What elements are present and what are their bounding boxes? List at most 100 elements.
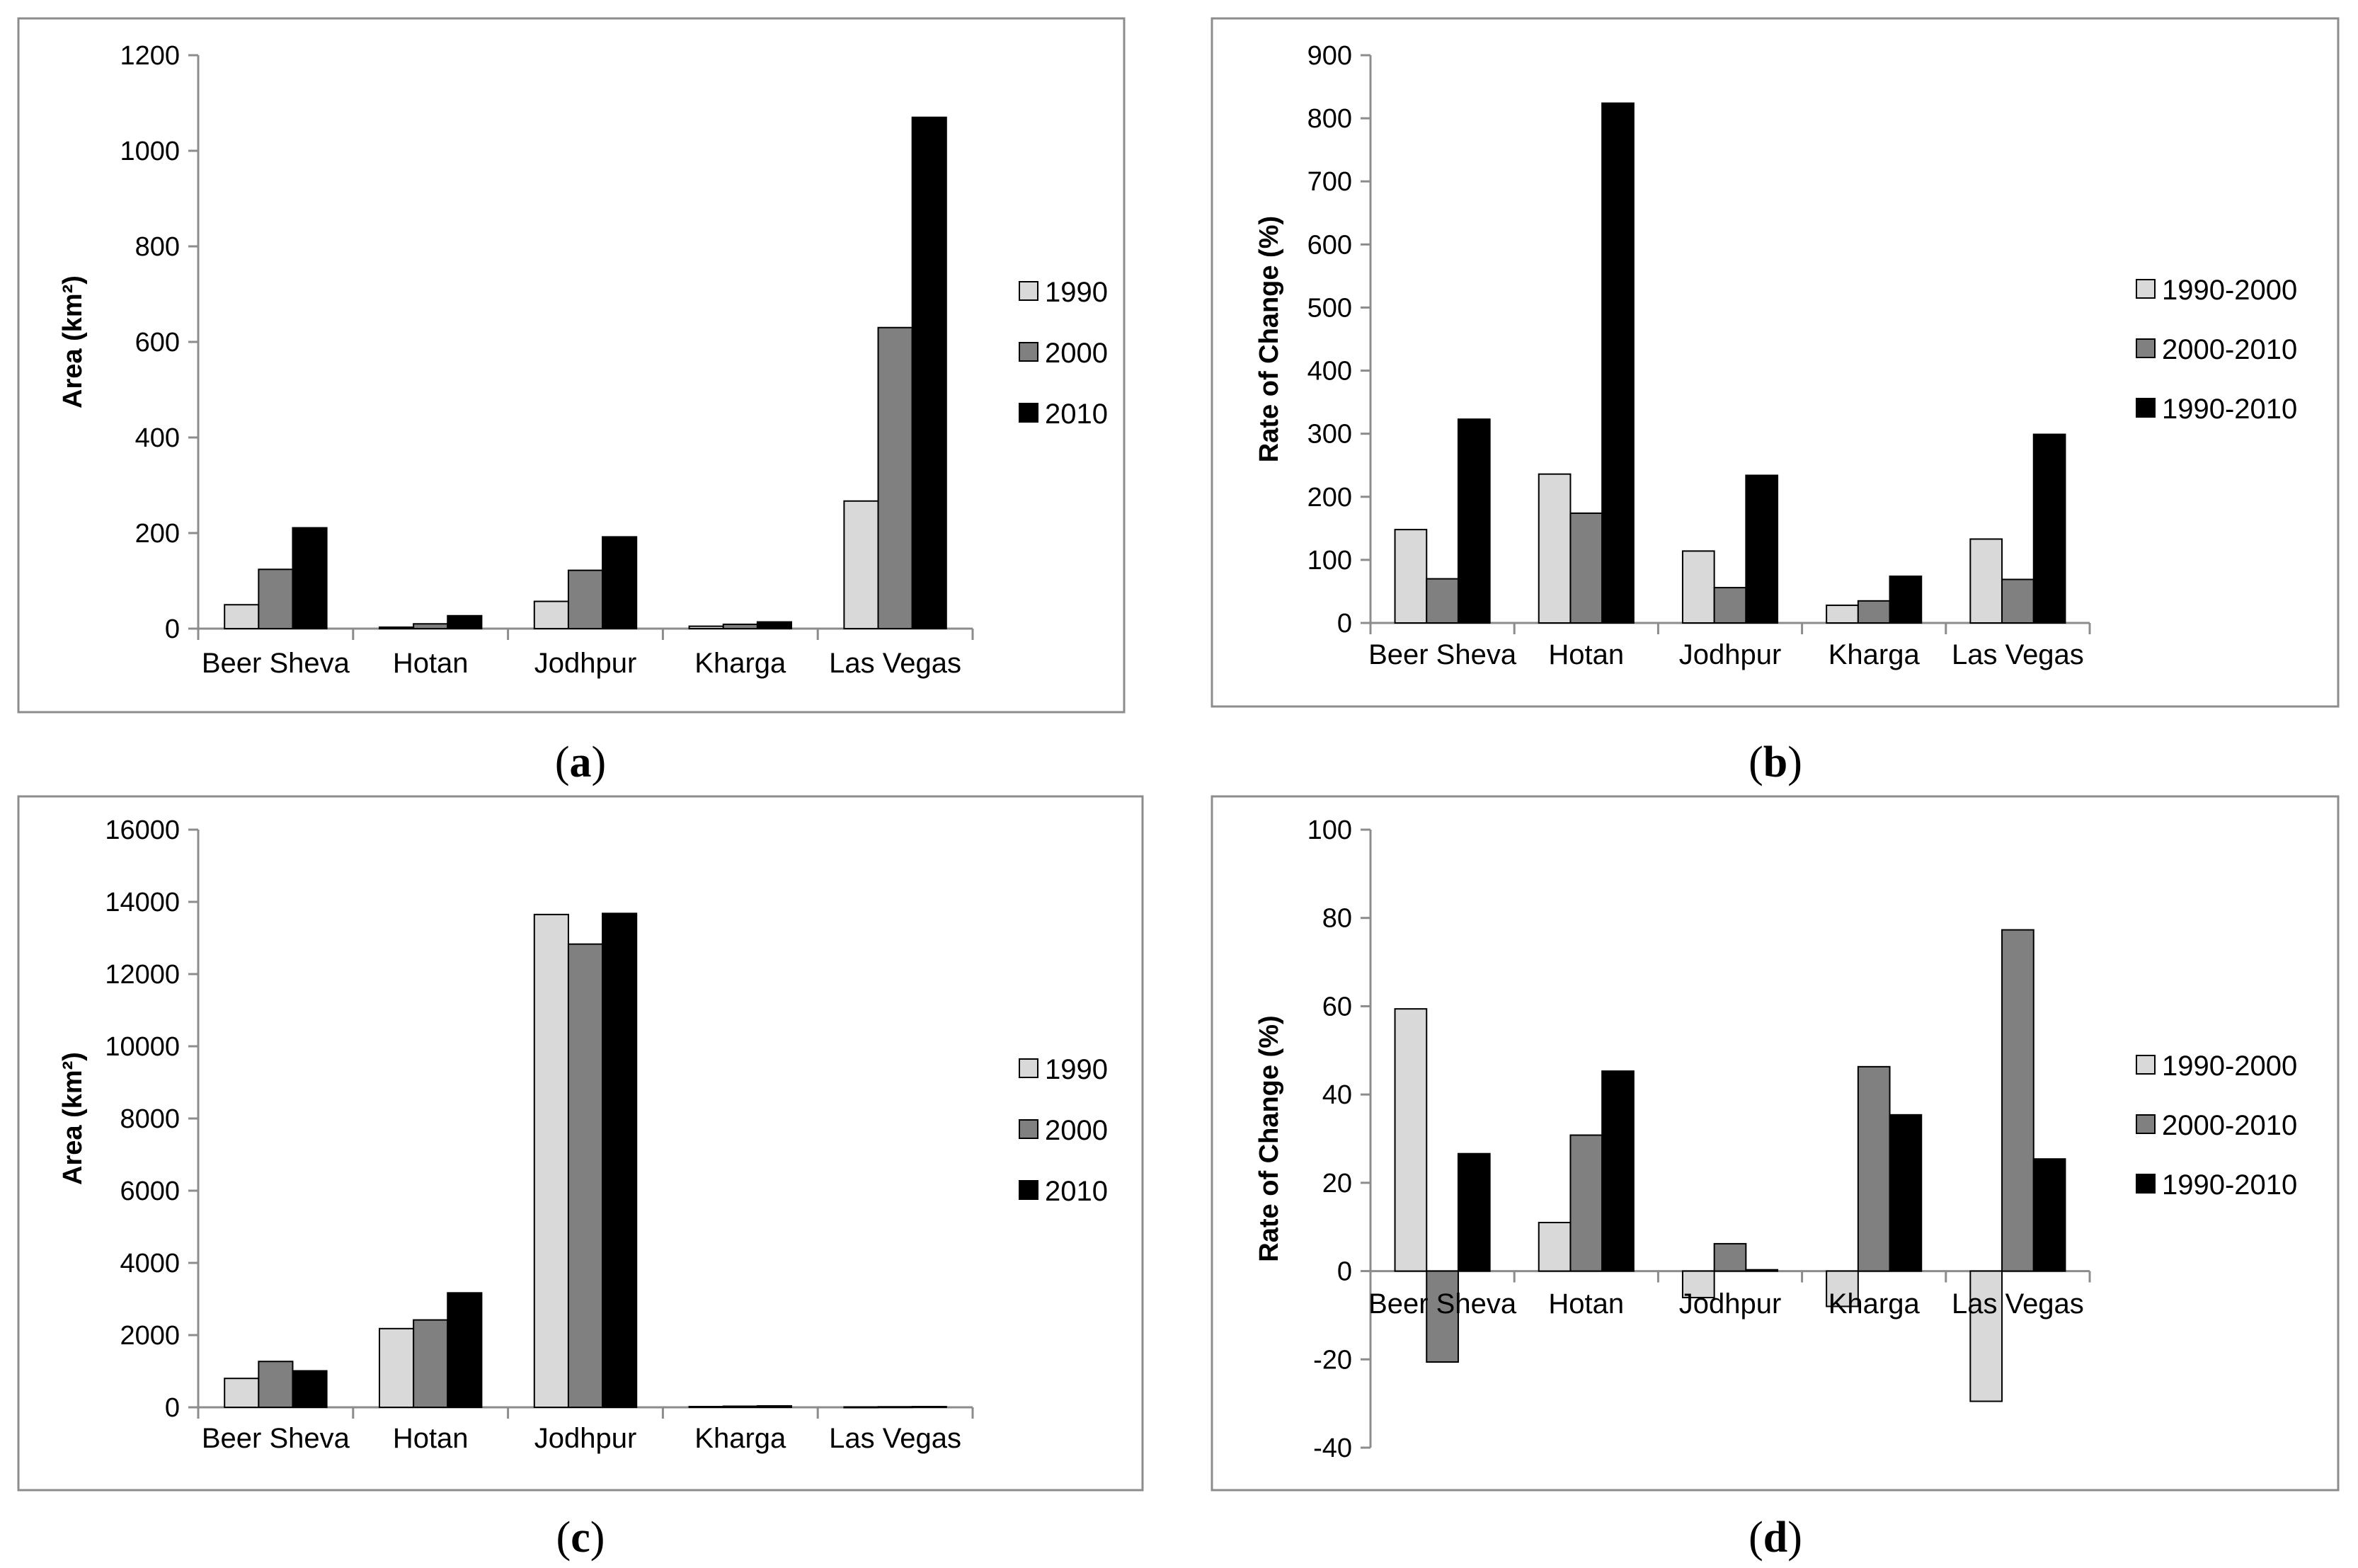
- legend-label: 2010: [1045, 399, 1108, 430]
- panel-caption: (b): [1749, 738, 1802, 786]
- x-category-label: Las Vegas: [829, 648, 961, 679]
- x-category-label: Kharga: [694, 1423, 786, 1454]
- bar-a-2010-beer-sheva: [292, 527, 328, 630]
- y-tick-label: 1000: [120, 137, 180, 166]
- x-category-label: Beer Sheva: [1368, 1288, 1517, 1320]
- x-category-label: Las Vegas: [1952, 639, 2084, 670]
- y-tick-label: 2000: [120, 1321, 180, 1351]
- legend-label: 1990-2000: [2162, 1051, 2297, 1082]
- legend-label: 2000: [1045, 1115, 1108, 1146]
- y-tick-label: 0: [165, 614, 180, 644]
- panel-frame: [17, 17, 1126, 714]
- bar-d-2000-2010-beer-sheva: [1426, 1270, 1459, 1363]
- bar-b-2000-2010-hotan: [1569, 512, 1603, 624]
- y-tick-label: 12000: [105, 960, 180, 990]
- bar-b-1990-2000-beer-sheva: [1394, 529, 1428, 624]
- y-axis-title: Area (km²): [58, 1052, 88, 1185]
- bar-d-2000-2010-las-vegas: [2001, 929, 2034, 1272]
- y-axis-title: Area (km²): [58, 275, 88, 408]
- bar-c-1990-hotan: [378, 1327, 415, 1408]
- bar-a-1990-kharga: [688, 625, 724, 629]
- y-tick-label: 0: [165, 1393, 180, 1423]
- bar-c-2000-hotan: [413, 1319, 449, 1408]
- y-tick-label: 6000: [120, 1177, 180, 1206]
- legend-swatch: [1019, 1119, 1038, 1139]
- bar-d-1990-2010-beer-sheva: [1457, 1152, 1491, 1272]
- bar-d-1990-2000-hotan: [1538, 1221, 1572, 1272]
- x-category-label: Kharga: [1828, 1288, 1921, 1320]
- bar-b-1990-2000-las-vegas: [1969, 538, 2003, 624]
- x-category-label: Las Vegas: [1952, 1288, 2084, 1320]
- x-category-label: Las Vegas: [829, 1423, 961, 1454]
- y-tick-label: -40: [1313, 1433, 1352, 1463]
- legend-swatch: [2136, 1174, 2156, 1194]
- y-tick-label: 60: [1322, 992, 1352, 1022]
- bar-a-2010-hotan: [447, 614, 483, 630]
- legend-swatch: [2136, 1114, 2156, 1134]
- legend-swatch: [1019, 342, 1038, 362]
- x-category-label: Jodhpur: [1679, 639, 1782, 670]
- bar-b-2000-2010-beer-sheva: [1426, 578, 1459, 624]
- y-tick-label: -20: [1313, 1345, 1352, 1375]
- y-tick-label: 20: [1322, 1169, 1352, 1198]
- panel-frame: [1211, 795, 2340, 1492]
- y-tick-label: 800: [135, 232, 180, 262]
- legend-label: 1990-2010: [2162, 1169, 2297, 1201]
- legend-swatch: [2136, 279, 2156, 299]
- panel-frame: [1211, 17, 2340, 708]
- legend-swatch: [1019, 1180, 1038, 1200]
- bar-a-2000-kharga: [722, 623, 758, 629]
- x-category-label: Hotan: [1548, 1288, 1624, 1320]
- bar-d-1990-2000-beer-sheva: [1394, 1008, 1428, 1272]
- bar-a-2000-jodhpur: [567, 569, 604, 630]
- panel-a: 0 200 400 600 800 1000 1200 Beer Sheva Hotan Jodh…: [17, 17, 1126, 786]
- panel-caption: (c): [556, 1513, 605, 1562]
- x-category-label: Beer Sheva: [202, 1423, 350, 1454]
- y-tick-label: 500: [1307, 293, 1352, 323]
- x-category-label: Kharga: [1828, 639, 1921, 670]
- x-category-label: Jodhpur: [534, 1423, 637, 1454]
- y-tick-label: 800: [1307, 104, 1352, 134]
- legend-label: 2000-2010: [2162, 334, 2297, 365]
- y-tick-label: 1200: [120, 41, 180, 71]
- bar-c-2010-hotan: [447, 1292, 483, 1408]
- bar-a-1990-jodhpur: [533, 600, 569, 630]
- bar-a-2010-jodhpur: [602, 536, 638, 630]
- bar-c-2010-kharga: [756, 1404, 793, 1408]
- bar-d-1990-2010-las-vegas: [2032, 1158, 2066, 1272]
- bar-b-1990-2000-kharga: [1826, 605, 1859, 624]
- bar-a-1990-hotan: [378, 626, 415, 629]
- bar-c-2010-jodhpur: [602, 912, 638, 1408]
- bar-d-2000-2010-jodhpur: [1713, 1242, 1747, 1272]
- bar-a-2010-kharga: [756, 621, 793, 629]
- y-tick-label: 900: [1307, 41, 1352, 71]
- legend-label: 2000: [1045, 338, 1108, 369]
- x-category-label: Beer Sheva: [202, 648, 350, 679]
- bar-a-1990-las-vegas: [843, 500, 879, 630]
- panel-caption: (d): [1749, 1513, 1802, 1562]
- y-tick-label: 4000: [120, 1249, 180, 1278]
- legend-label: 2000-2010: [2162, 1110, 2297, 1141]
- bar-a-1990-beer-sheva: [224, 604, 260, 629]
- x-category-label: Hotan: [393, 648, 469, 679]
- bar-b-2000-2010-jodhpur: [1713, 587, 1747, 624]
- bar-c-1990-jodhpur: [533, 913, 569, 1408]
- x-category-label: Kharga: [694, 648, 786, 679]
- bar-a-2010-las-vegas: [911, 116, 947, 629]
- legend-swatch: [1019, 281, 1038, 301]
- legend-swatch: [2136, 398, 2156, 418]
- panel-c: 0 2000 4000 6000 8000 10000 12000 14000 16000 Bee…: [17, 795, 1144, 1562]
- legend-label: 2010: [1045, 1176, 1108, 1207]
- bar-c-1990-beer-sheva: [224, 1378, 260, 1408]
- y-tick-label: 300: [1307, 420, 1352, 450]
- y-tick-label: 400: [1307, 357, 1352, 387]
- bar-c-2000-jodhpur: [567, 943, 604, 1409]
- x-category-label: Jodhpur: [1679, 1288, 1782, 1320]
- y-axis-title: Rate of Change (%): [1254, 216, 1284, 462]
- legend-label: 1990-2010: [2162, 394, 2297, 425]
- y-tick-label: 0: [1337, 1257, 1352, 1287]
- bar-d-1990-2000-las-vegas: [1969, 1270, 2003, 1402]
- legend-swatch: [1019, 403, 1038, 423]
- legend-swatch: [2136, 338, 2156, 358]
